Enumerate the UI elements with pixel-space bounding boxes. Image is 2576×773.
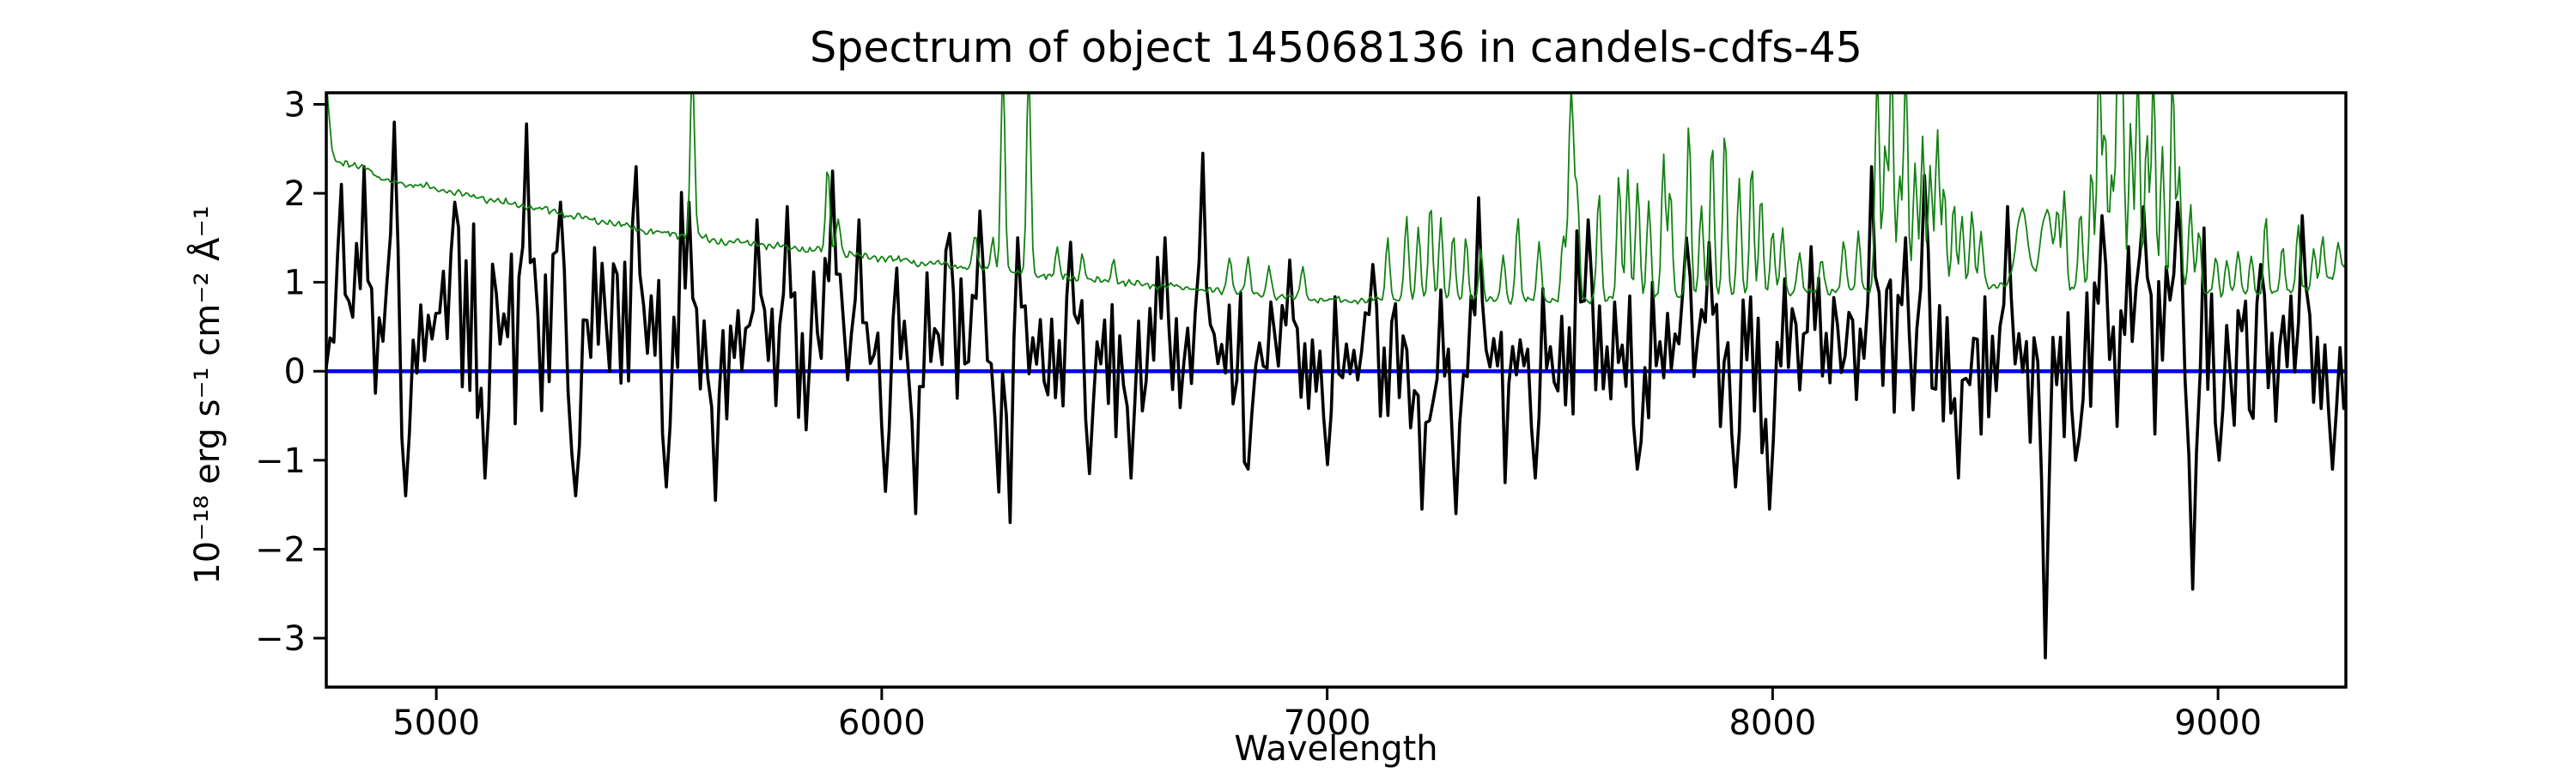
chart-title: Spectrum of object 145068136 in candels-…: [810, 23, 1862, 72]
x-tick-label: 5000: [392, 703, 480, 743]
x-tick-label: 6000: [838, 703, 926, 743]
data-layer: [326, 93, 2346, 660]
x-tick-label: 7000: [1284, 703, 1371, 743]
plot-frame: [325, 91, 2348, 689]
y-axis-label: 10⁻¹⁸ erg s⁻¹ cm⁻² Å⁻¹: [188, 205, 228, 585]
y-tick-label: −2: [255, 530, 306, 569]
y-tick-label: 0: [284, 352, 306, 392]
x-tick-label: 9000: [2174, 703, 2262, 743]
x-tick-label: 8000: [1728, 703, 1816, 743]
y-tick-label: −3: [255, 619, 306, 659]
y-tick-label: 2: [284, 174, 306, 214]
y-tick-label: 3: [284, 85, 306, 125]
y-tick-label: −1: [255, 441, 306, 481]
x-axis-label: Wavelength: [1234, 729, 1438, 769]
flux-spectrum-line: [326, 120, 2346, 660]
noise-spectrum-line: [326, 93, 2346, 305]
y-tick-label: 1: [284, 264, 306, 303]
